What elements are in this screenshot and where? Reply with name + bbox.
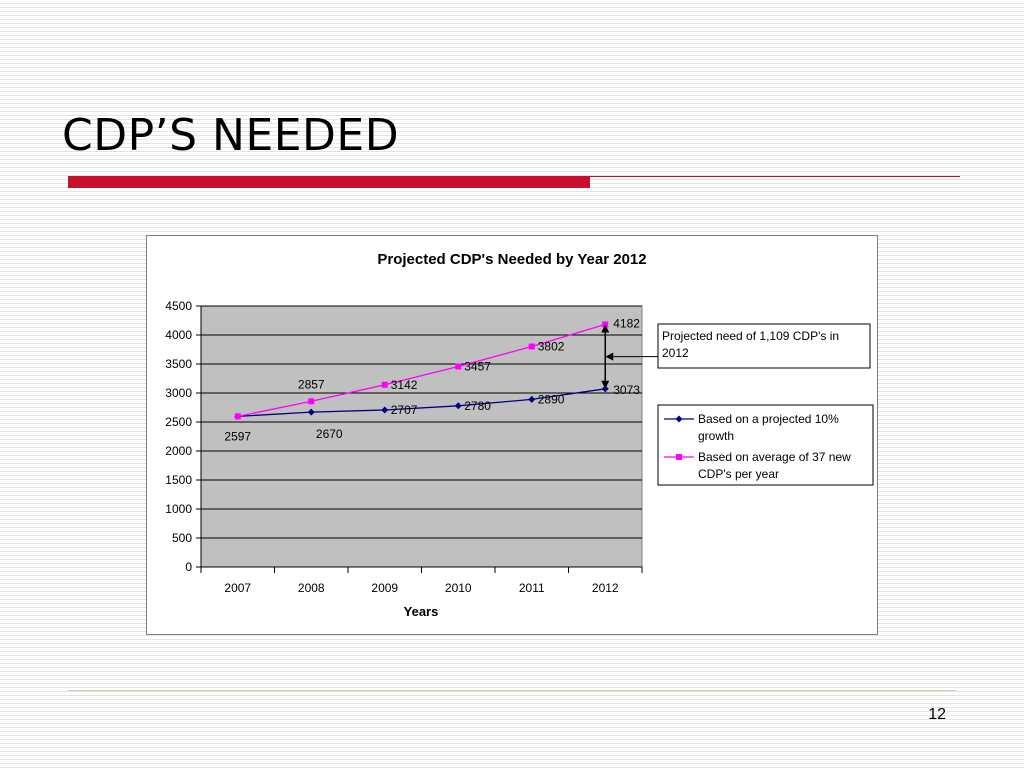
y-tick-label: 3500 [165, 357, 192, 371]
y-tick-label: 500 [172, 531, 192, 545]
data-label: 2890 [538, 392, 565, 406]
series-marker [381, 381, 388, 388]
y-tick-label: 4500 [165, 299, 192, 313]
series-line [237, 323, 606, 418]
series-marker [455, 363, 462, 370]
x-tick-label: 2008 [298, 581, 325, 595]
legend-label: Based on a projected 10% growth [698, 412, 839, 443]
page-number: 12 [928, 706, 946, 723]
series-marker [454, 402, 462, 410]
data-label: 2597 [224, 429, 251, 443]
series-marker [234, 413, 241, 420]
callout: Projected need of 1,109 CDP's in 2012 [601, 323, 871, 389]
gridlines [201, 305, 642, 568]
callout-box [657, 323, 871, 369]
series-line [237, 388, 606, 418]
title-accent-rule [590, 176, 960, 177]
data-label: 3142 [391, 378, 418, 392]
series-group [234, 321, 609, 420]
series-marker [381, 406, 389, 414]
y-tick-label: 0 [185, 560, 192, 574]
legend-swatch-marker [675, 415, 683, 423]
plot-area [200, 305, 643, 568]
y-tick-label: 2500 [165, 415, 192, 429]
x-tick-label: 2011 [519, 581, 545, 595]
data-label: 4182 [613, 316, 640, 330]
x-tick-label: 2012 [592, 581, 619, 595]
axes: 0 500 1000 1500 2000 2500 3000 3500 4000 4500 2007… [165, 299, 643, 595]
data-label: 3457 [464, 359, 491, 373]
footer-rule [68, 690, 956, 691]
callout-text: Projected need of 1,109 CDP's in 2012 [662, 329, 839, 360]
chart-area: Projected CDP's Needed by Year 2012 0 500… [146, 235, 878, 635]
y-tick-label: 2000 [165, 444, 192, 458]
data-label: 3802 [538, 339, 565, 353]
y-tick-label: 3000 [165, 386, 192, 400]
y-tick-label: 4000 [165, 328, 192, 342]
legend: Based on a projected 10% growth Based on a… [657, 404, 874, 486]
slide-title: CDP’S NEEDED [62, 110, 400, 161]
x-axis-title: Years [404, 604, 439, 619]
legend-label: Based on average of 37 new CDP's per year [698, 450, 851, 481]
y-tick-label: 1000 [165, 502, 192, 516]
callout-arrow-head [601, 380, 610, 389]
data-label: 3073 [613, 383, 640, 397]
x-tick-label: 2007 [224, 581, 251, 595]
x-tick-label: 2009 [371, 581, 398, 595]
series-marker [528, 395, 536, 403]
data-labels: 2597 2670 2707 2780 2890 3073 2857 3142 3457 3802… [224, 316, 640, 443]
data-label: 2857 [298, 377, 325, 391]
series-marker [307, 408, 315, 416]
y-tick-label: 1500 [165, 473, 192, 487]
legend-swatch-marker [676, 454, 682, 460]
callout-pointer-head [605, 352, 614, 361]
title-accent-bar [68, 176, 590, 188]
line-chart: Projected CDP's Needed by Year 2012 0 500… [165, 251, 874, 619]
legend-box [657, 404, 874, 486]
data-label: 2670 [316, 427, 343, 441]
series-marker [308, 398, 315, 405]
x-tick-label: 2010 [445, 581, 472, 595]
series-marker [528, 343, 535, 350]
callout-arrow-head [601, 324, 610, 333]
data-label: 2780 [464, 399, 491, 413]
data-label: 2707 [391, 403, 418, 417]
chart-title: Projected CDP's Needed by Year 2012 [377, 251, 646, 268]
